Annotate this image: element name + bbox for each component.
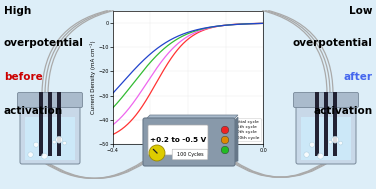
Bar — [301, 117, 351, 160]
25th cycle — [120, 115, 124, 118]
Initial cycle — [224, 24, 229, 26]
25th cycle — [111, 124, 115, 126]
Line: 100th cycle: 100th cycle — [113, 23, 263, 93]
50th cycle — [120, 96, 124, 98]
100th cycle — [240, 23, 244, 25]
Text: activation: activation — [4, 106, 63, 116]
Initial cycle — [120, 128, 124, 130]
50th cycle — [202, 27, 206, 30]
Legend: Initial cycle, 25th cycle, 50th cycle, 100th cycle: Initial cycle, 25th cycle, 50th cycle, 1… — [225, 118, 261, 141]
Text: after: after — [343, 72, 372, 82]
50th cycle — [224, 24, 229, 26]
FancyBboxPatch shape — [148, 125, 208, 155]
Circle shape — [317, 153, 323, 159]
100th cycle — [261, 22, 265, 25]
100th cycle — [111, 92, 115, 94]
Polygon shape — [233, 117, 238, 162]
100th cycle — [206, 26, 211, 29]
100th cycle — [198, 28, 202, 30]
Circle shape — [28, 152, 33, 157]
Line: Initial cycle: Initial cycle — [113, 23, 263, 135]
50th cycle — [198, 28, 202, 31]
FancyBboxPatch shape — [296, 100, 356, 164]
Circle shape — [221, 136, 229, 144]
25th cycle — [206, 27, 211, 29]
Circle shape — [41, 153, 47, 159]
100th cycle — [224, 24, 229, 26]
Text: High: High — [4, 6, 31, 16]
Circle shape — [332, 136, 339, 143]
25th cycle — [261, 22, 265, 25]
Bar — [57, 92, 61, 156]
Bar — [39, 92, 43, 156]
100th cycle — [120, 82, 124, 84]
Initial cycle — [111, 133, 115, 136]
FancyBboxPatch shape — [294, 92, 358, 108]
Bar — [48, 92, 52, 156]
Circle shape — [304, 152, 309, 157]
Initial cycle — [261, 22, 265, 25]
Bar — [315, 92, 319, 156]
Line: 25th cycle: 25th cycle — [113, 23, 263, 125]
Circle shape — [63, 141, 67, 145]
FancyBboxPatch shape — [143, 118, 235, 166]
Initial cycle — [206, 27, 211, 30]
Circle shape — [56, 136, 62, 143]
Bar — [324, 92, 328, 156]
Text: +0.2 to -0.5 V: +0.2 to -0.5 V — [150, 137, 206, 143]
50th cycle — [206, 26, 211, 29]
Circle shape — [33, 142, 39, 147]
Text: 100 Cycles: 100 Cycles — [177, 152, 203, 157]
100th cycle — [202, 27, 206, 29]
Text: Low: Low — [349, 6, 372, 16]
Circle shape — [53, 140, 56, 144]
X-axis label: Potential (V vs. NHE): Potential (V vs. NHE) — [160, 155, 216, 160]
25th cycle — [224, 24, 229, 26]
FancyBboxPatch shape — [172, 149, 208, 160]
Circle shape — [329, 140, 332, 144]
Circle shape — [221, 126, 229, 134]
25th cycle — [198, 29, 202, 32]
Text: before: before — [4, 72, 42, 82]
Initial cycle — [202, 29, 206, 31]
Polygon shape — [145, 115, 238, 120]
25th cycle — [240, 23, 244, 25]
Initial cycle — [240, 23, 244, 25]
50th cycle — [261, 22, 265, 25]
FancyBboxPatch shape — [20, 100, 80, 164]
50th cycle — [240, 23, 244, 25]
Text: overpotential: overpotential — [4, 38, 83, 48]
Bar — [333, 92, 337, 156]
FancyBboxPatch shape — [18, 92, 82, 108]
Circle shape — [339, 141, 343, 145]
Circle shape — [309, 142, 315, 147]
Initial cycle — [198, 30, 202, 33]
Circle shape — [221, 146, 229, 154]
Y-axis label: Current Density (mA cm⁻²): Current Density (mA cm⁻²) — [90, 41, 96, 114]
Line: 50th cycle: 50th cycle — [113, 23, 263, 108]
50th cycle — [111, 107, 115, 109]
Text: activation: activation — [313, 106, 372, 116]
Bar — [25, 117, 75, 160]
Text: overpotential: overpotential — [293, 38, 372, 48]
Circle shape — [149, 145, 165, 161]
25th cycle — [202, 28, 206, 30]
